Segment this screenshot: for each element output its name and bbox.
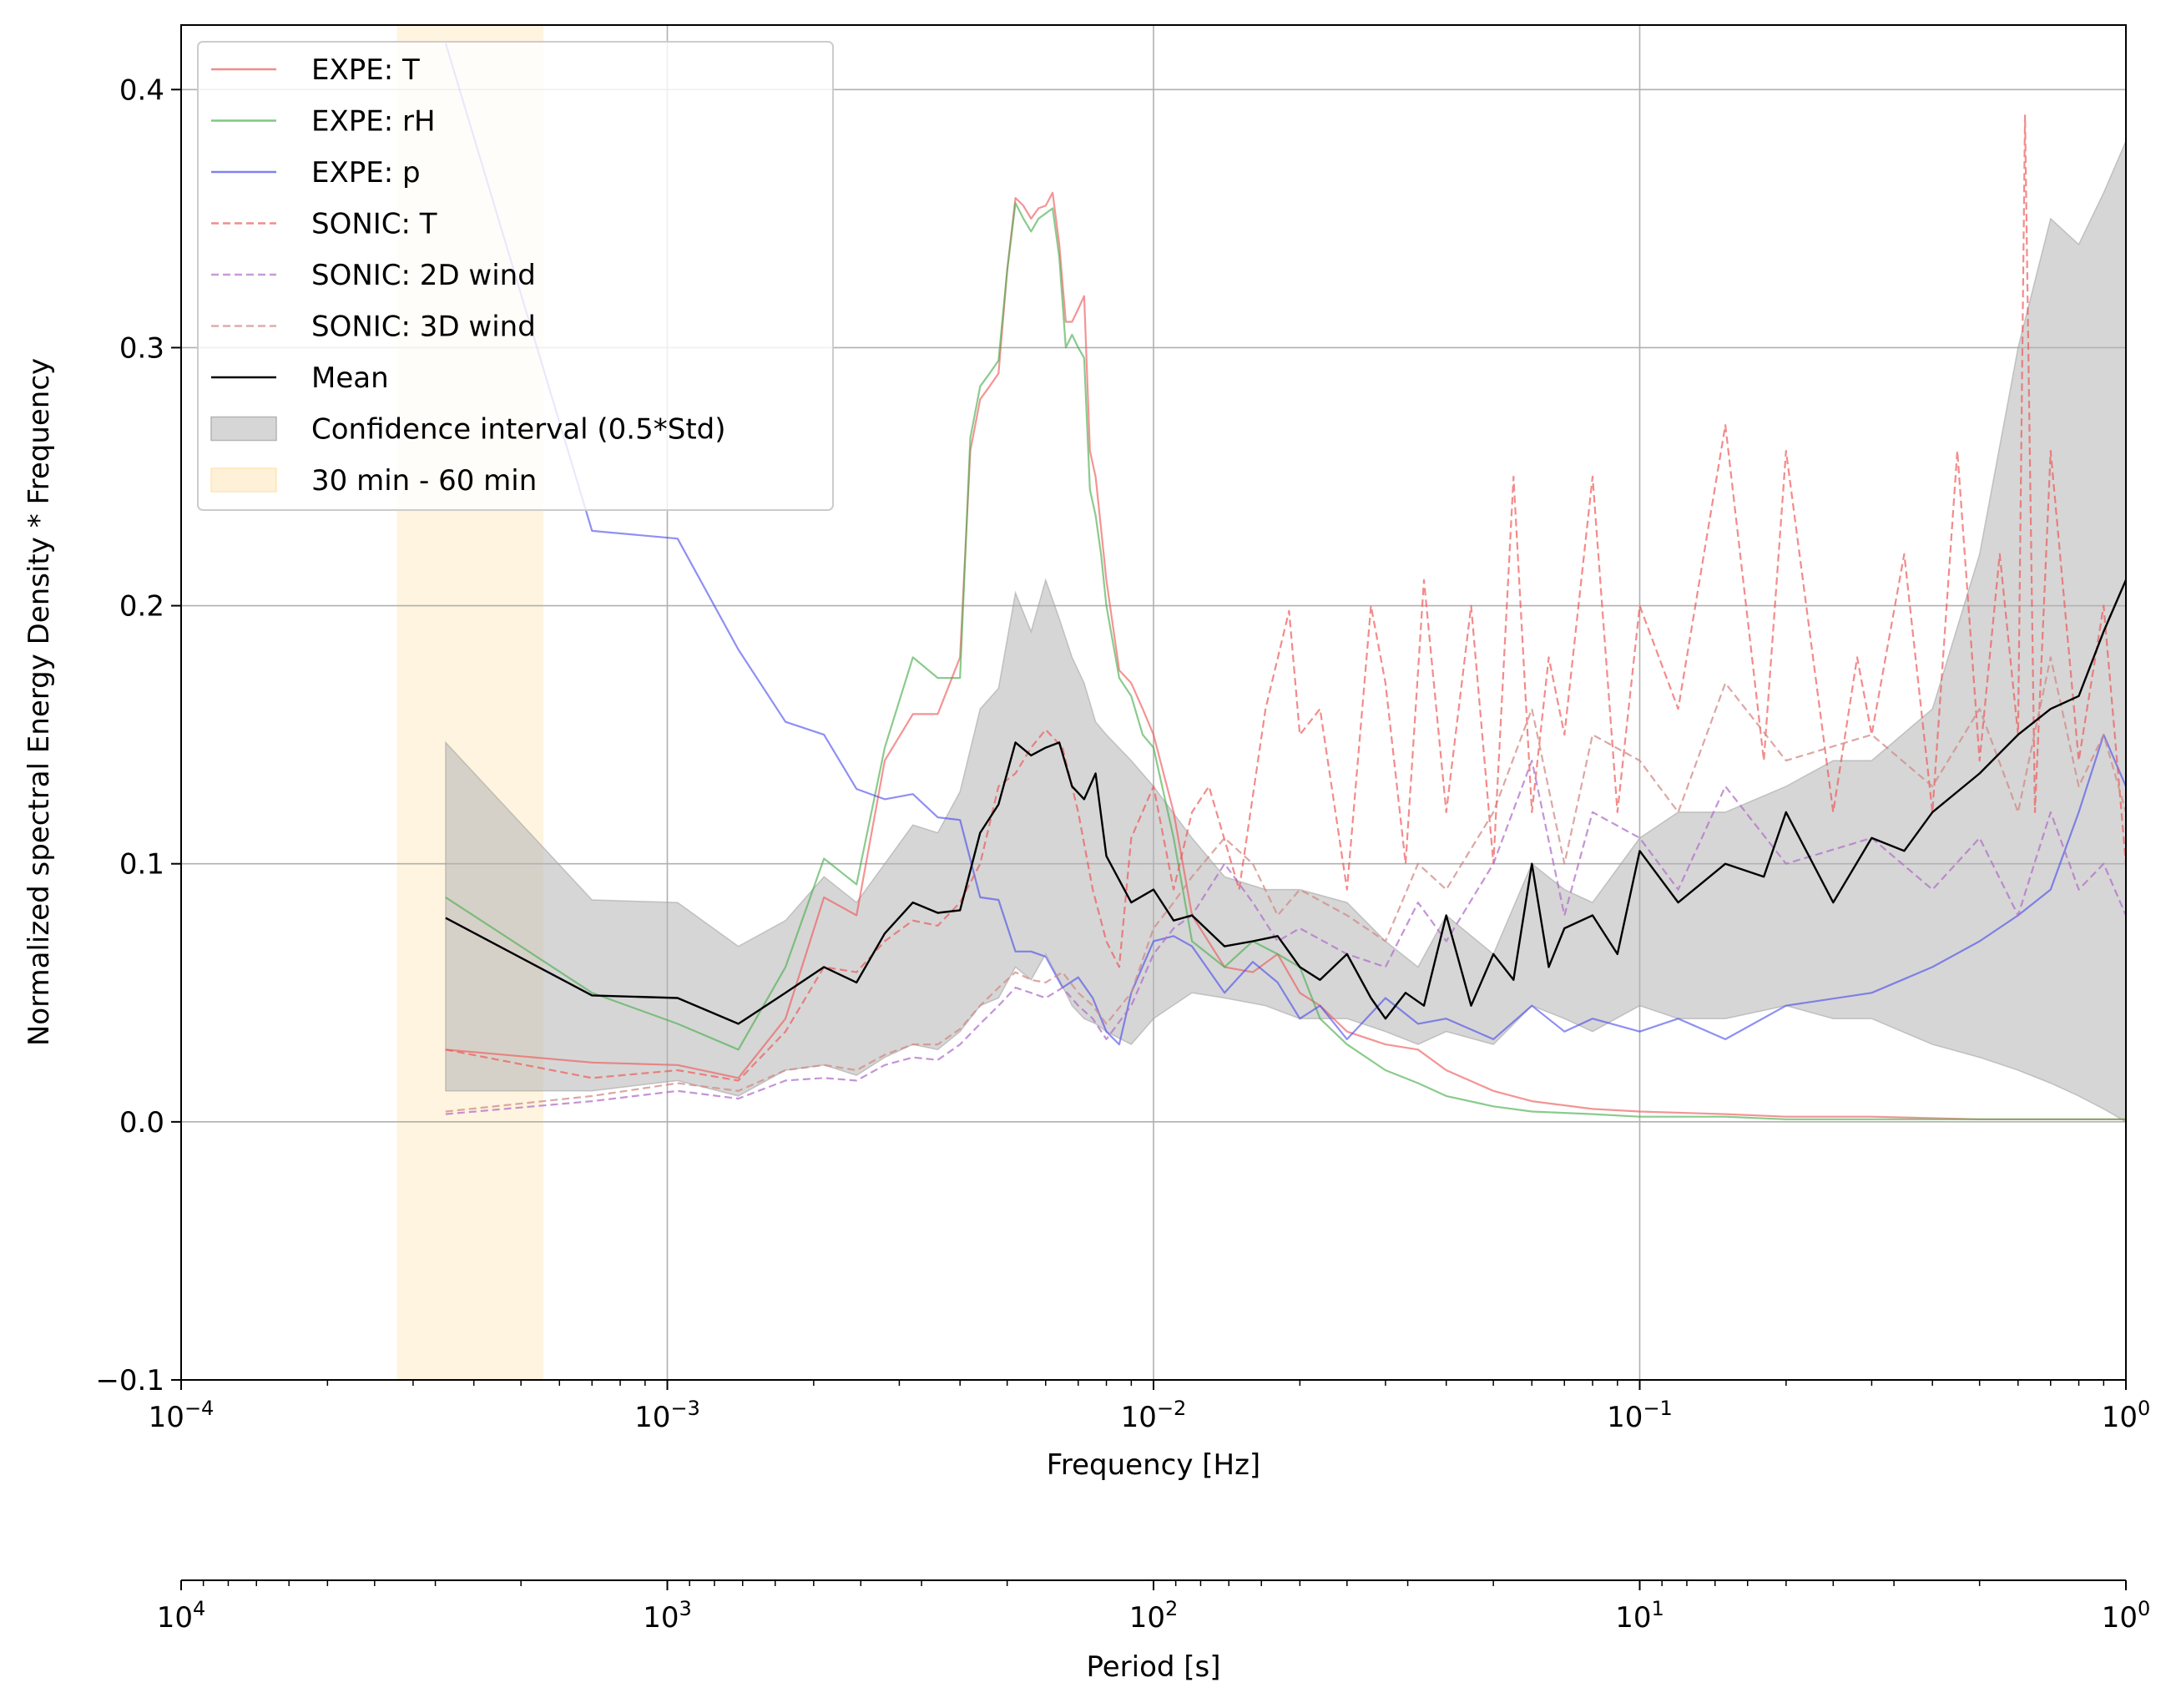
series-line-sonic-2d-wind bbox=[445, 759, 2126, 1115]
series-layer bbox=[444, 43, 2126, 1120]
series-line-sonic-3d-wind bbox=[445, 656, 2126, 1113]
x-tick-label: 10−1 bbox=[1607, 1397, 1673, 1434]
x-tick-label: 10−2 bbox=[1121, 1397, 1187, 1434]
confidence-layer bbox=[445, 140, 2126, 1123]
y-tick-label: 0.2 bbox=[119, 590, 164, 624]
period-tick-label: 102 bbox=[1129, 1597, 1179, 1635]
legend-label: SONIC: 2D wind bbox=[311, 259, 536, 292]
legend-label: EXPE: T bbox=[311, 53, 420, 87]
legend-label: Mean bbox=[311, 361, 389, 395]
period-tick-label: 104 bbox=[157, 1597, 206, 1635]
legend: EXPE: T EXPE: rH EXPE: p SONIC: T SONIC: 2D … bbox=[197, 41, 834, 511]
axes-layer: 10−4 10−3 10−2 10−1 100 −0.1 0.0 0.1 0.2 0.3 0.4 10… bbox=[95, 73, 2150, 1635]
series-line-mean bbox=[445, 579, 2126, 1025]
legend-box bbox=[197, 41, 834, 511]
legend-swatch bbox=[210, 467, 277, 493]
series-line-sonic-t bbox=[445, 114, 2126, 1082]
y-tick-label: −0.1 bbox=[95, 1364, 164, 1397]
period-tick-label: 103 bbox=[643, 1597, 692, 1635]
y-axis-label: Normalized spectral Energy Density * Fre… bbox=[23, 358, 56, 1046]
period-tick-label: 101 bbox=[1615, 1597, 1664, 1635]
y-tick-label: 0.4 bbox=[119, 73, 164, 107]
legend-label: EXPE: p bbox=[311, 156, 421, 189]
y-tick-label: 0.3 bbox=[119, 331, 164, 365]
series-line-expe-t bbox=[445, 191, 2126, 1120]
x-tick-label: 10−4 bbox=[149, 1397, 215, 1434]
legend-label: EXPE: rH bbox=[311, 105, 436, 139]
y-tick-label: 0.0 bbox=[119, 1106, 164, 1140]
legend-label: 30 min - 60 min bbox=[311, 464, 537, 498]
y-tick-label: 0.1 bbox=[119, 848, 164, 882]
x-axis-label: Frequency [Hz] bbox=[1047, 1448, 1260, 1482]
confidence-interval-area bbox=[445, 140, 2126, 1123]
series-line-expe-p bbox=[444, 43, 2126, 1046]
legend-swatch bbox=[210, 416, 277, 442]
x-tick-label: 10−3 bbox=[634, 1397, 700, 1434]
legend-label: Confidence interval (0.5*Std) bbox=[311, 413, 726, 447]
legend-label: SONIC: 3D wind bbox=[311, 311, 536, 344]
period-tick-label: 100 bbox=[2102, 1597, 2151, 1635]
legend-label: SONIC: T bbox=[311, 208, 437, 241]
period-axis-label: Period [s] bbox=[1086, 1650, 1220, 1684]
series-line-expe-rh bbox=[445, 202, 2126, 1120]
x-tick-label: 100 bbox=[2102, 1397, 2151, 1434]
